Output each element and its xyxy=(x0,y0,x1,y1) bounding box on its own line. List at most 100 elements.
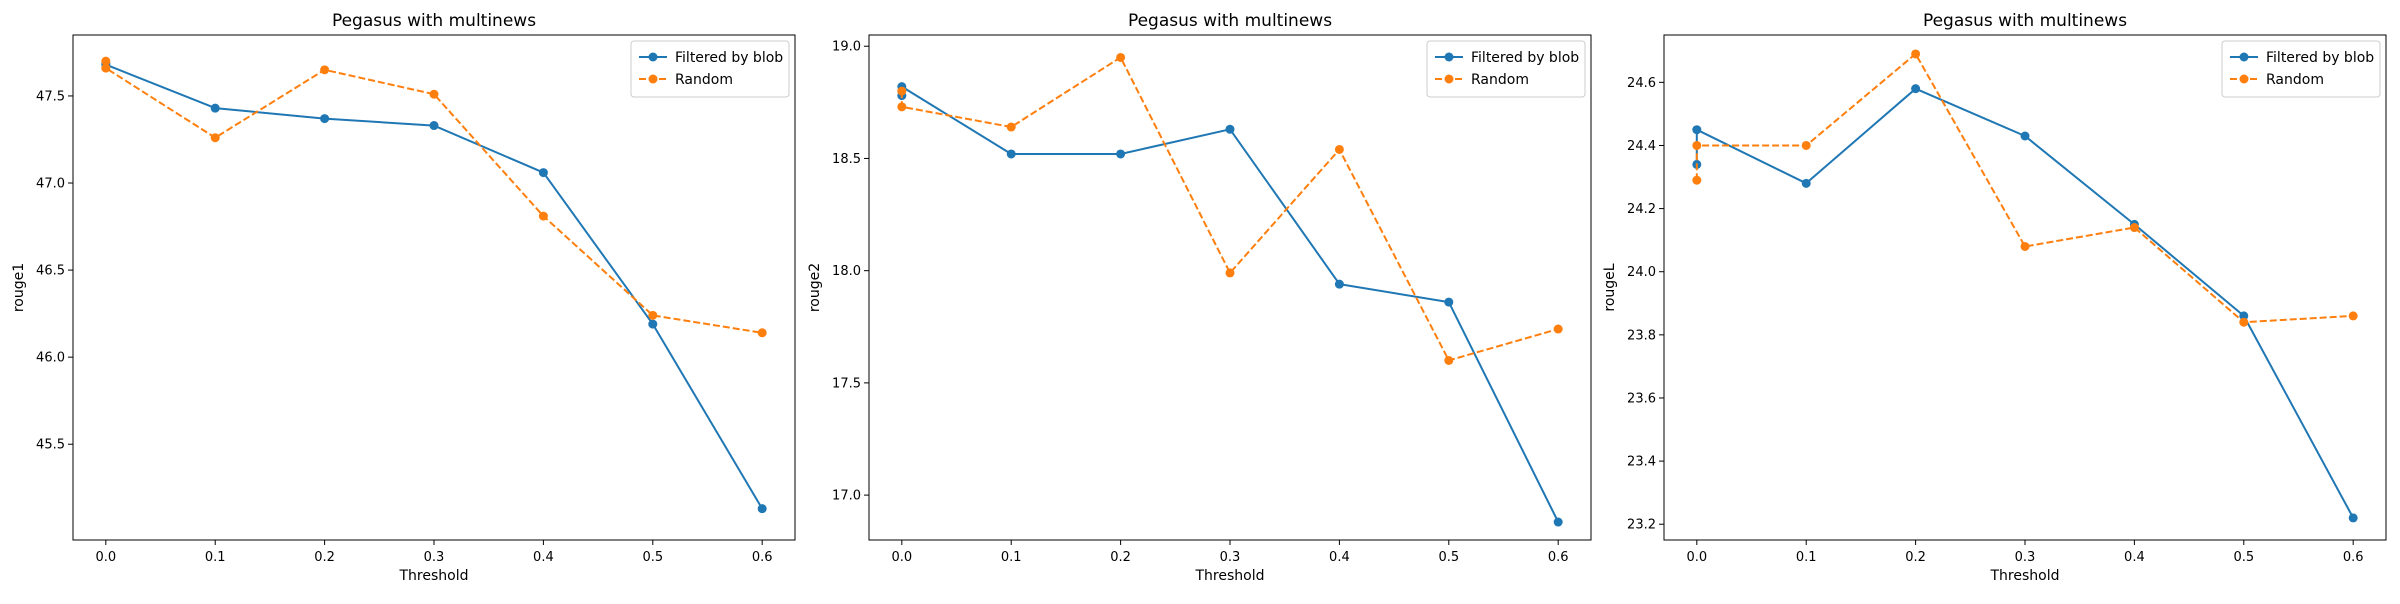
y-tick-label-3-4: 23.8 xyxy=(1627,328,1656,343)
y-tick-label-3-7: 24.4 xyxy=(1627,139,1656,154)
x-tick-label-1-4: 0.3 xyxy=(424,550,445,565)
legend-label-1-2: Random xyxy=(675,72,733,88)
legend-marker-2-1 xyxy=(1444,52,1454,62)
chart-panel-3: Pegasus with multinews 0.0 0.1 0.2 0.3 0.4 0.5… xyxy=(1602,11,2387,584)
legend-label-1-1: Filtered by blob xyxy=(675,50,783,66)
legend-label-3-1: Filtered by blob xyxy=(2266,50,2374,66)
data-point-2-2-3 xyxy=(1006,122,1016,132)
y-tick-label-1-5: 47.5 xyxy=(36,89,65,104)
data-point-2-1-3 xyxy=(1006,149,1016,159)
data-point-2-2-4 xyxy=(1116,52,1126,62)
data-point-1-1-8 xyxy=(757,504,767,514)
series-line-3-1 xyxy=(1695,87,2355,519)
data-point-3-2-6 xyxy=(2129,223,2139,233)
data-point-2-1-6 xyxy=(1334,279,1344,289)
series-line-2-2 xyxy=(900,56,1559,362)
data-point-3-2-3 xyxy=(1801,140,1811,150)
series-line-3-2 xyxy=(1695,52,2354,324)
x-tick-label-3-3: 0.2 xyxy=(1905,550,1926,565)
data-point-1-1-3 xyxy=(210,103,220,113)
x-tick-label-1-5: 0.4 xyxy=(533,550,554,565)
legend-box-2 xyxy=(1426,40,1586,98)
data-point-1-2-4 xyxy=(320,65,330,75)
y-tick-label-1-3: 46.5 xyxy=(36,264,65,279)
data-point-1-2-8 xyxy=(757,328,767,338)
legend-marker-3-1 xyxy=(2239,52,2249,62)
legend-marker-1-2 xyxy=(648,74,658,84)
data-point-3-2-1 xyxy=(1692,175,1702,185)
y-tick-label-2-2: 17.5 xyxy=(832,376,861,391)
x-tick-label-2-2: 0.1 xyxy=(1001,550,1022,565)
data-point-1-1-6 xyxy=(538,168,548,178)
x-tick-label-3-1: 0.0 xyxy=(1686,550,1707,565)
x-tick-label-2-5: 0.4 xyxy=(1329,550,1350,565)
x-axis-label-3: Threshold xyxy=(1990,568,2060,584)
chart-panel-2: Pegasus with multinews 0.0 0.1 0.2 0.3 0.4 0.5… xyxy=(807,11,1592,584)
x-axis-label-1: Threshold xyxy=(399,568,469,584)
data-point-1-1-4 xyxy=(320,114,330,124)
x-tick-label-2-4: 0.3 xyxy=(1220,550,1241,565)
legend-marker-3-2 xyxy=(2239,74,2249,84)
y-tick-label-3-3: 23.6 xyxy=(1627,391,1656,406)
data-point-1-2-1 xyxy=(101,56,111,66)
y-axis-label-3: rougeL xyxy=(1602,263,1618,311)
data-point-1-2-5 xyxy=(429,89,439,99)
y-tick-label-1-1: 45.5 xyxy=(36,438,65,453)
legend-2: Filtered by blob Random xyxy=(1426,40,1586,98)
x-tick-label-2-6: 0.5 xyxy=(1438,550,1459,565)
x-tick-label-1-3: 0.2 xyxy=(314,550,335,565)
y-axis-label-2: rouge2 xyxy=(807,263,823,312)
y-tick-label-1-2: 46.0 xyxy=(36,351,65,366)
y-tick-label-1-4: 47.0 xyxy=(36,177,65,192)
data-point-2-1-4 xyxy=(1116,149,1126,159)
data-point-1-2-7 xyxy=(648,310,658,320)
x-tick-label-3-6: 0.5 xyxy=(2233,550,2254,565)
x-tick-label-1-6: 0.5 xyxy=(642,550,663,565)
data-point-1-2-3 xyxy=(210,133,220,143)
x-tick-label-2-7: 0.6 xyxy=(1548,550,1569,565)
chart-title-3: Pegasus with multinews xyxy=(1923,11,2127,31)
y-tick-label-2-3: 18.0 xyxy=(832,264,861,279)
data-point-3-2-4 xyxy=(1911,49,1921,59)
data-point-3-1-4 xyxy=(1911,84,1921,94)
plot-frame-2 xyxy=(868,34,1592,541)
plot-frame-1 xyxy=(72,34,796,541)
legend-1: Filtered by blob Random xyxy=(630,40,790,98)
y-tick-label-2-5: 19.0 xyxy=(832,40,861,55)
data-point-2-2-1 xyxy=(897,86,907,96)
data-point-2-1-5 xyxy=(1225,124,1235,134)
y-tick-label-3-1: 23.2 xyxy=(1627,518,1656,533)
chart-title-2: Pegasus with multinews xyxy=(1128,11,1332,31)
legend-marker-1-1 xyxy=(648,52,658,62)
x-tick-label-3-5: 0.4 xyxy=(2124,550,2145,565)
data-point-3-2-5 xyxy=(2020,241,2030,251)
legend-label-2-2: Random xyxy=(1471,72,1529,88)
y-tick-label-3-8: 24.6 xyxy=(1627,76,1656,91)
y-tick-label-2-1: 17.0 xyxy=(832,489,861,504)
legend-label-2-1: Filtered by blob xyxy=(1471,50,1579,66)
legend-3: Filtered by blob Random xyxy=(2221,40,2381,98)
chart-title-1: Pegasus with multinews xyxy=(332,11,536,31)
data-point-2-2-5 xyxy=(1225,268,1235,278)
data-point-2-1-7 xyxy=(1444,297,1454,307)
legend-box-1 xyxy=(630,40,790,98)
y-tick-label-3-2: 23.4 xyxy=(1627,455,1656,470)
x-tick-label-1-7: 0.6 xyxy=(752,550,773,565)
data-point-3-1-8 xyxy=(2348,513,2358,523)
x-tick-label-2-1: 0.0 xyxy=(891,550,912,565)
data-point-2-2-8 xyxy=(1553,324,1563,334)
data-point-1-2-2 xyxy=(101,63,111,73)
y-axis-label-1: rouge1 xyxy=(11,263,27,312)
data-point-3-2-8 xyxy=(2348,311,2358,321)
data-point-3-1-2 xyxy=(1692,125,1702,135)
data-point-3-2-2 xyxy=(1692,140,1702,150)
data-point-2-1-8 xyxy=(1553,517,1563,527)
x-axis-label-2: Threshold xyxy=(1195,568,1265,584)
series-line-2-1 xyxy=(900,85,1560,523)
legend-box-3 xyxy=(2221,40,2381,98)
x-tick-label-1-1: 0.0 xyxy=(95,550,116,565)
data-point-3-1-5 xyxy=(2020,131,2030,141)
data-point-1-1-5 xyxy=(429,121,439,131)
